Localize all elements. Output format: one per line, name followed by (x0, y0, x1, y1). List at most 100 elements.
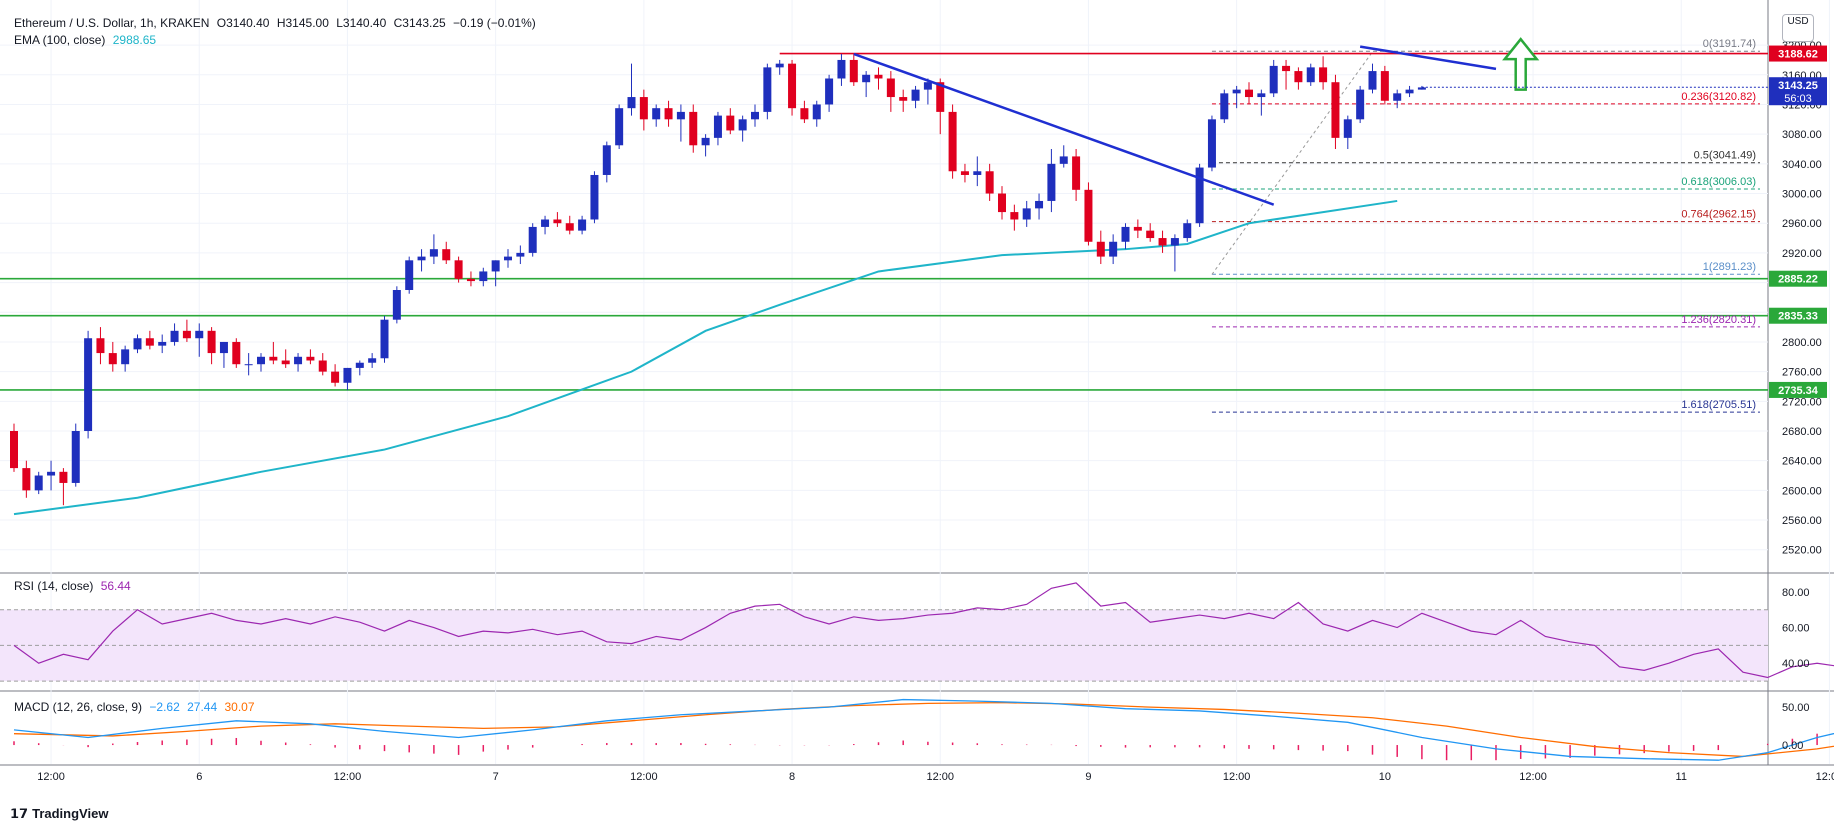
candle-body (219, 341, 228, 354)
candle-body (466, 278, 475, 282)
last-price-label: 3143.25 (1778, 80, 1818, 92)
time-tick-label: 12:00 (1223, 771, 1251, 783)
ema-value: 2988.65 (112, 33, 157, 47)
candle-body (763, 67, 772, 112)
candle-body (528, 226, 537, 253)
candle-body (121, 349, 130, 365)
rsi-pane (0, 582, 1834, 682)
fib-level-label: 0.764(2962.15) (1681, 209, 1756, 221)
candle-body (429, 249, 438, 257)
candle-body (1133, 226, 1142, 231)
candle-body (1319, 67, 1328, 83)
fib-diagonal (1211, 51, 1373, 275)
candle-body (1146, 230, 1155, 239)
support-price-label: 2885.22 (1778, 274, 1818, 286)
candle-body (948, 111, 957, 172)
candle-body (1343, 119, 1352, 138)
candle-body (405, 260, 414, 290)
fib-level-label: 0.236(3120.82) (1681, 91, 1756, 103)
candle-body (479, 271, 488, 282)
candle-body (615, 108, 624, 146)
candle-body (417, 256, 426, 261)
candle-body (738, 119, 747, 131)
time-tick-label: 12:00 (1816, 771, 1834, 783)
macd-header: MACD (12, 26, close, 9) −2.62 27.44 30.0… (14, 700, 259, 714)
candle-body (454, 260, 463, 279)
candle-body (145, 338, 154, 346)
candle-body (34, 475, 43, 491)
price-tick-label: 3000.00 (1782, 189, 1822, 201)
candle-body (10, 431, 18, 469)
candle-body (602, 145, 611, 175)
candle-body (676, 111, 685, 120)
candle-body (516, 252, 525, 257)
candle-body (1059, 156, 1068, 164)
last-price-tag (1769, 77, 1827, 106)
time-tick-label: 11 (1676, 771, 1687, 783)
candle-body (812, 104, 821, 120)
candle-body (775, 63, 784, 68)
macd-label: MACD (12, 26, close, 9) (14, 700, 143, 714)
signal-value: 27.44 (187, 700, 218, 714)
candle-body (1096, 241, 1105, 257)
candle-body (47, 471, 56, 476)
price-tick-label: 2560.00 (1782, 515, 1822, 527)
macd-tick-label: 0.00 (1782, 740, 1803, 752)
candle-body (1294, 71, 1303, 83)
resistance-price-label: 3188.62 (1778, 49, 1818, 61)
low-value: L3140.40 (336, 16, 387, 30)
candle-body (1047, 163, 1056, 201)
resistance-price-tag (1769, 45, 1827, 62)
macd-value: −2.62 (149, 700, 180, 714)
time-tick-label: 10 (1379, 771, 1391, 783)
close-value: C3143.25 (393, 16, 446, 30)
candle-body (726, 115, 735, 131)
candle-body (541, 219, 550, 227)
tradingview-logo[interactable]: 𝟭𝟳 TradingView (10, 806, 108, 822)
fib-level-label: 0.5(3041.49) (1694, 150, 1756, 162)
rsi-header: RSI (14, close) 56.44 (14, 579, 135, 593)
price-tick-label: 2600.00 (1782, 485, 1822, 497)
candle-body (1282, 65, 1291, 72)
trendline (1359, 45, 1497, 71)
candle-body (1207, 119, 1216, 168)
candle-body (1257, 93, 1266, 98)
candle-body (306, 356, 315, 361)
candle-body (936, 82, 945, 112)
candle-body (355, 362, 364, 368)
up-arrow-icon (1502, 37, 1540, 91)
currency-button[interactable]: USD (1782, 14, 1814, 42)
countdown-label: 56:03 (1784, 93, 1812, 105)
price-tick-label: 3040.00 (1782, 159, 1822, 171)
candle-body (269, 356, 278, 361)
candle-body (1158, 238, 1167, 246)
candle-body (960, 171, 969, 175)
rsi-label: RSI (14, close) (14, 579, 94, 593)
candle-body (504, 256, 512, 261)
price-tick-label: 2640.00 (1782, 456, 1822, 468)
candle-body (800, 108, 809, 120)
candle-body (652, 108, 661, 120)
candle-body (837, 59, 846, 79)
rsi-line (13, 582, 1834, 679)
candle-body (257, 356, 265, 365)
candle-body (380, 319, 389, 359)
price-axis: 2520.00 2560.00 2600.00 2640.00 2680.00 2720.… (1769, 40, 1827, 752)
candle-body (84, 338, 93, 431)
time-axis: 12:00 6 12:00 7 12:00 8 12:00 9 12:00 10 12:00 11 12… (37, 771, 1834, 783)
candle-body (713, 115, 722, 138)
high-value: H3145.00 (276, 16, 329, 30)
support-price-tag (1769, 307, 1827, 324)
candle-body (923, 82, 932, 90)
fib-level-label: 1(2891.23) (1703, 261, 1756, 273)
symbol-title: Ethereum / U.S. Dollar, 1h, KRAKEN (14, 16, 210, 30)
macd-pane (13, 698, 1834, 761)
trendline (853, 52, 1275, 206)
macd-line (13, 698, 1834, 761)
support-price-tag (1769, 381, 1827, 398)
candle-body (1245, 89, 1253, 98)
ema-header: EMA (100, close) 2988.65 (14, 33, 160, 47)
candle-body (1109, 241, 1118, 257)
price-pane: 0(3191.74) 0.236(3120.82) 0.5(3041.49) 0.61… (0, 37, 1768, 516)
